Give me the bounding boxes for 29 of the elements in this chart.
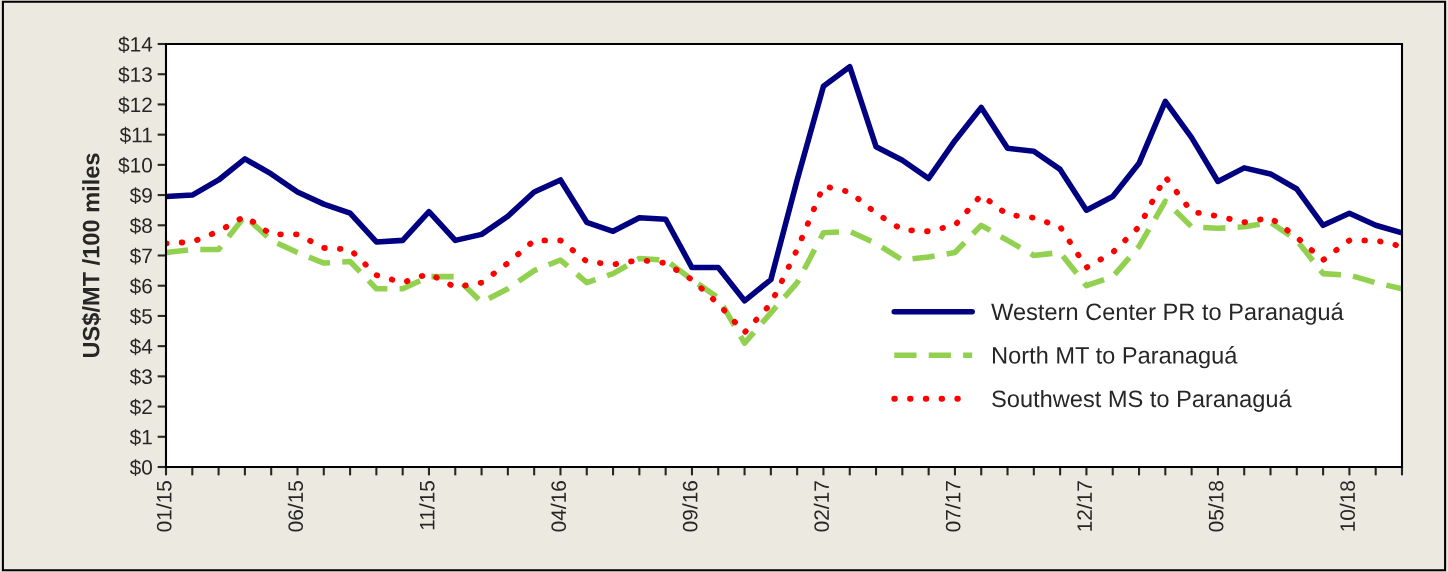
x-tick-label: 07/17 [945, 481, 961, 532]
y-tick-label: $0 [129, 459, 152, 476]
y-axis-title: US$/MT /100 miles [81, 153, 102, 358]
x-tick-label: 10/18 [1339, 481, 1355, 531]
y-tick-label: $11 [119, 126, 152, 144]
x-tick-label: 12/17 [1076, 481, 1093, 531]
y-tick-label: $6 [129, 277, 152, 295]
legend-label: Southwest MS to Paranaguá [992, 389, 1292, 412]
x-tick-label: 09/16 [682, 481, 698, 532]
y-tick-label: $8 [129, 217, 152, 235]
y-tick-label: $13 [118, 66, 152, 84]
y-tick-label: $9 [129, 187, 152, 205]
x-tick-label: 11/15 [419, 481, 435, 530]
legend-label: Western Center PR to Paranaguá [991, 302, 1344, 325]
y-tick-label: $7 [129, 247, 152, 265]
x-tick-label: 01/15 [156, 481, 172, 532]
y-tick-label: $1 [129, 428, 152, 446]
x-tick-label: 06/15 [287, 481, 304, 532]
x-tick-label: 02/17 [813, 481, 830, 532]
x-tick-label: 04/16 [550, 481, 567, 532]
y-tick-label: $2 [129, 398, 152, 416]
legend-label: North MT to Paranaguá [993, 346, 1238, 369]
x-tick-label: 05/18 [1208, 481, 1224, 532]
y-tick-label: $12 [118, 96, 152, 114]
y-tick-label: $4 [129, 338, 153, 356]
y-tick-label: $3 [129, 368, 152, 386]
y-tick-label: $10 [118, 156, 152, 174]
y-tick-label: $5 [129, 308, 152, 325]
y-tick-label: $14 [118, 36, 153, 53]
